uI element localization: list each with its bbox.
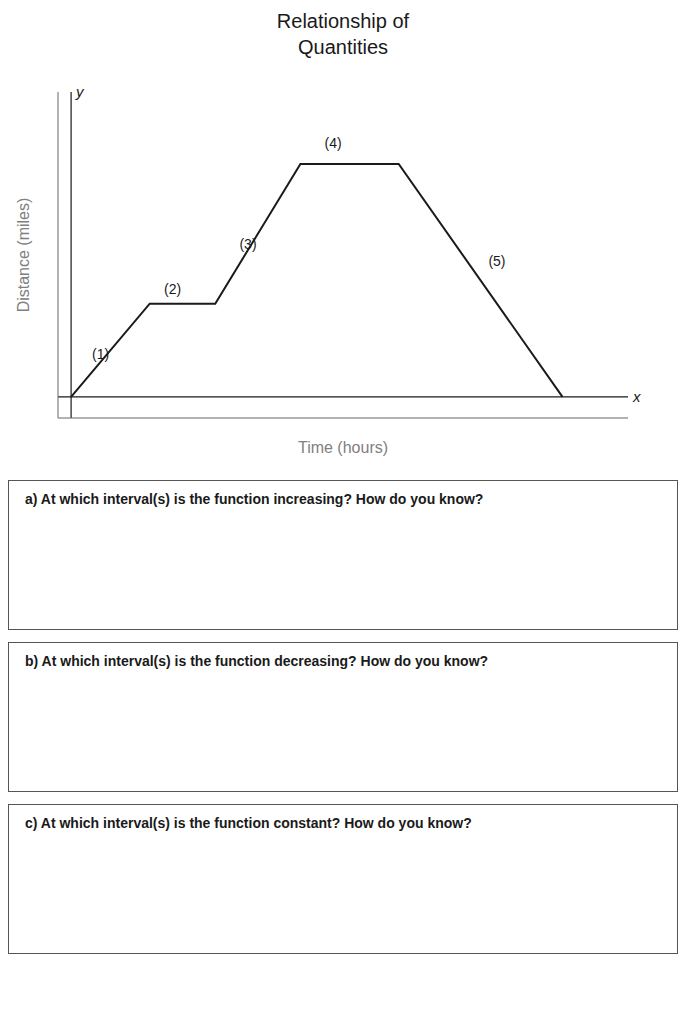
svg-text:y: y [75,83,85,100]
svg-text:Time (hours): Time (hours) [298,439,388,456]
svg-text:Distance (miles): Distance (miles) [15,198,32,313]
html-text:b) At which interval(s) is the: b) At which interval(s) is the function … [25,653,489,669]
html-text:Relationship of Quantities: Relationship of Quantities [276,10,410,58]
svg-text:(5): (5) [488,253,505,269]
html-text:c) At which interval(s) is the: c) At which interval(s) is the function … [25,815,472,831]
html-text:a) At which interval(s) is the: a) At which interval(s) is the function … [25,491,484,507]
svg-text:(4): (4) [325,135,342,151]
svg-text:x: x [632,388,641,405]
svg-text:(1): (1) [92,346,109,362]
svg-text:(3): (3) [239,236,256,252]
svg-text:(2): (2) [164,281,181,297]
